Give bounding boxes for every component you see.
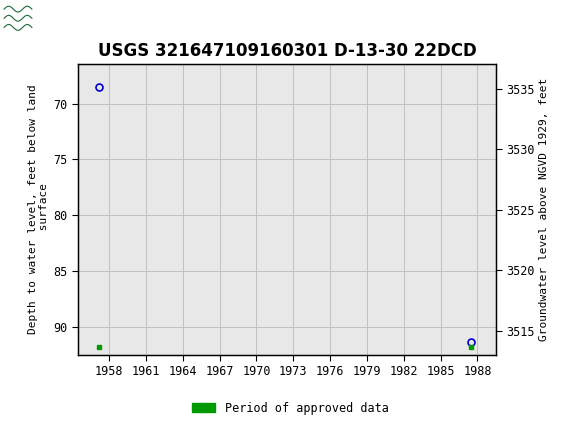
Legend: Period of approved data: Period of approved data [187, 397, 393, 420]
Text: USGS: USGS [55, 10, 102, 25]
FancyBboxPatch shape [3, 2, 52, 35]
Y-axis label: Groundwater level above NGVD 1929, feet: Groundwater level above NGVD 1929, feet [539, 78, 549, 341]
Title: USGS 321647109160301 D-13-30 22DCD: USGS 321647109160301 D-13-30 22DCD [97, 42, 477, 60]
Y-axis label: Depth to water level, feet below land
 surface: Depth to water level, feet below land su… [28, 85, 49, 335]
